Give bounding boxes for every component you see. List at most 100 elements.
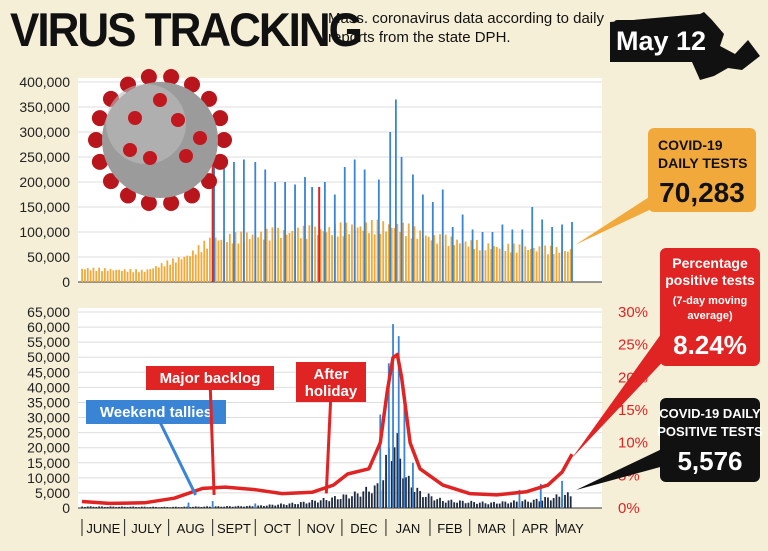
positives-ytick-label: 15,000	[27, 455, 70, 471]
tests-ytick-label: 100,000	[19, 224, 70, 240]
annotation-pointer	[208, 379, 216, 496]
tests-bar	[183, 256, 186, 282]
tests-bar	[493, 245, 495, 282]
positives-bar	[467, 502, 470, 508]
positives-bar	[163, 506, 166, 508]
positives-bar	[129, 506, 132, 508]
positives-bar	[407, 475, 410, 508]
virus-spike	[163, 195, 180, 212]
positives-bar	[285, 504, 288, 508]
positives-callout-value: 5,576	[677, 446, 742, 476]
tests-bar	[569, 249, 572, 282]
virus-spike	[193, 131, 207, 145]
tests-bar	[453, 245, 456, 282]
positives-bar	[430, 496, 433, 508]
virus-spike	[212, 153, 229, 170]
positives-bar	[362, 491, 365, 508]
virus-spike	[184, 187, 200, 204]
positives-month-label: NOV	[307, 521, 336, 536]
tests-bar	[291, 230, 294, 282]
tests-spike-bar	[521, 229, 524, 282]
positives-bar	[95, 506, 98, 508]
positives-bar	[495, 503, 498, 508]
tests-bar	[365, 222, 368, 282]
tests-bar	[376, 219, 379, 282]
positives-bar	[260, 505, 262, 508]
virus-highlight	[106, 84, 186, 164]
positives-bar	[515, 501, 518, 508]
tests-bar	[407, 223, 410, 282]
tests-bar	[470, 240, 473, 282]
percent-ytick-label: 0%	[618, 500, 640, 517]
tests-spike-bar	[394, 99, 397, 282]
positives-bar	[490, 502, 493, 508]
tests-bar	[405, 236, 407, 282]
massachusetts-map-icon	[610, 12, 760, 80]
tests-bar	[189, 256, 191, 282]
tests-bar	[245, 232, 248, 282]
positives-bar	[481, 501, 484, 508]
positives-bar	[512, 500, 515, 508]
tests-bar	[458, 243, 461, 282]
percent-ytick-label: 15%	[618, 402, 648, 419]
virus-spike	[91, 110, 108, 127]
positives-spike-bar	[397, 336, 400, 508]
positives-bar	[123, 506, 126, 508]
virus-spike	[143, 151, 157, 165]
tests-bar	[123, 269, 126, 282]
tests-spike-bar	[363, 169, 366, 282]
virus-spike	[179, 149, 193, 163]
positives-bar	[458, 500, 461, 508]
tests-bar	[322, 231, 325, 282]
date-badge: May 12	[616, 26, 706, 56]
positives-bar	[288, 503, 291, 508]
positives-bar	[203, 506, 206, 508]
tests-bar	[265, 228, 268, 282]
positives-ytick-label: 5,000	[35, 485, 70, 501]
positives-bar	[160, 506, 163, 508]
tests-bars	[81, 99, 573, 282]
tests-ytick-label: 400,000	[19, 74, 70, 90]
positives-bar	[132, 506, 135, 508]
tests-bar	[436, 243, 439, 282]
virus-spike	[140, 195, 157, 212]
tests-spike-bar	[491, 232, 494, 282]
positives-month-label: JAN	[396, 521, 421, 536]
positives-bar	[424, 496, 427, 508]
positives-bar	[86, 506, 89, 508]
positives-bar	[413, 491, 416, 508]
positives-bar	[484, 503, 487, 508]
tests-bar	[433, 235, 436, 282]
positives-bar	[353, 491, 356, 508]
tests-bar	[518, 244, 521, 282]
tests-bar	[140, 269, 143, 282]
positives-bar	[126, 507, 129, 508]
tests-bar	[152, 268, 155, 282]
tests-bar	[487, 243, 490, 282]
tests-spike-bar	[353, 159, 356, 282]
positives-spike-bar	[539, 483, 542, 508]
positives-bar	[419, 491, 422, 508]
tests-bar	[280, 237, 282, 282]
tests-bar	[118, 269, 120, 282]
tests-bar	[132, 272, 135, 282]
positives-bar	[220, 506, 223, 508]
tests-bar	[98, 267, 101, 282]
tests-bar	[456, 239, 458, 282]
positives-bar	[549, 500, 552, 508]
tests-bar	[169, 264, 172, 282]
tests-bar	[430, 240, 433, 282]
positives-bar	[376, 483, 379, 508]
tests-bar	[103, 268, 106, 282]
tests-backlog-bar	[211, 152, 214, 282]
positives-spike-bar	[412, 462, 414, 508]
tests-spike-bar	[451, 227, 454, 282]
tests-bar	[308, 225, 311, 282]
positives-spike-bar	[561, 480, 563, 508]
positives-bar	[538, 501, 541, 508]
tests-bar	[155, 266, 157, 282]
tests-spike-bar	[294, 184, 296, 282]
positives-bar	[228, 506, 231, 508]
positives-bar	[396, 433, 399, 508]
